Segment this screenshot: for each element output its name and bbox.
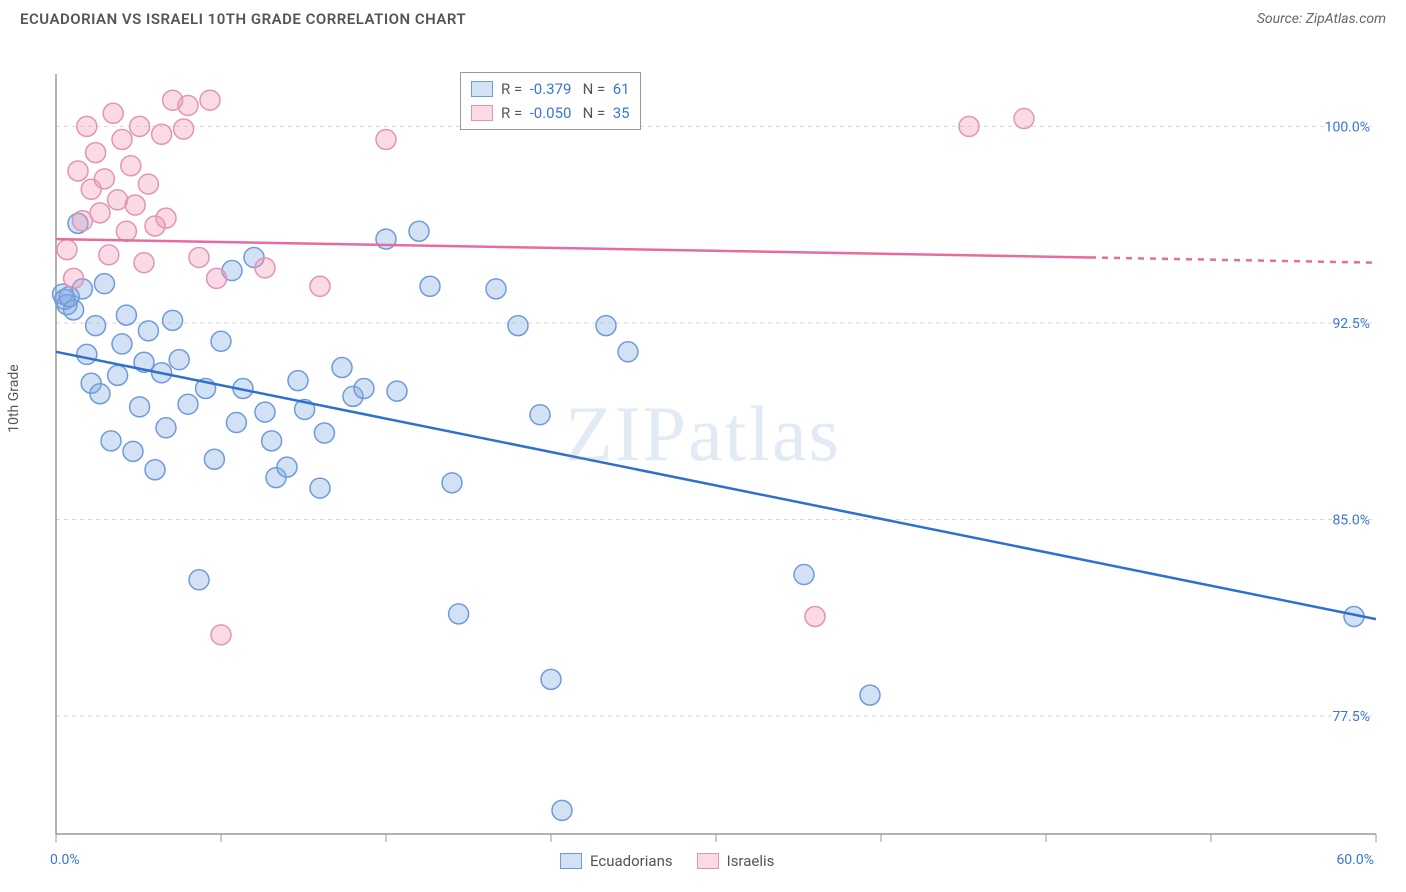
- chart-container: 10th Grade ZIPatlas 77.5%85.0%92.5%100.0…: [0, 34, 1406, 884]
- legend-row: R = -0.379 N = 61: [471, 77, 630, 101]
- svg-text:92.5%: 92.5%: [1332, 316, 1370, 332]
- series-legend: Ecuadorians Israelis: [560, 852, 774, 870]
- series-legend-label: Ecuadorians: [590, 852, 673, 870]
- legend-swatch: [560, 853, 582, 869]
- legend-row: R = -0.050 N = 35: [471, 101, 630, 125]
- svg-text:100.0%: 100.0%: [1325, 119, 1370, 135]
- y-axis-label: 10th Grade: [6, 364, 22, 432]
- series-legend-item: Israelis: [697, 852, 775, 870]
- legend-stats: R = -0.050 N = 35: [501, 101, 630, 125]
- x-axis-start-label: 0.0%: [50, 852, 80, 868]
- correlation-legend: R = -0.379 N = 61R = -0.050 N = 35: [460, 72, 641, 130]
- svg-text:77.5%: 77.5%: [1332, 709, 1370, 725]
- svg-text:85.0%: 85.0%: [1332, 513, 1370, 529]
- legend-swatch: [697, 853, 719, 869]
- x-axis-end-label: 60.0%: [1336, 852, 1374, 868]
- legend-stats: R = -0.379 N = 61: [501, 77, 630, 101]
- legend-swatch: [471, 105, 493, 121]
- scatter-plot-svg: 77.5% 85.0% 92.5% 100.0%: [0, 34, 1406, 884]
- series-legend-item: Ecuadorians: [560, 852, 673, 870]
- chart-title: ECUADORIAN VS ISRAELI 10TH GRADE CORRELA…: [20, 10, 466, 28]
- series-legend-label: Israelis: [727, 852, 775, 870]
- legend-swatch: [471, 81, 493, 97]
- source-attribution: Source: ZipAtlas.com: [1257, 11, 1386, 27]
